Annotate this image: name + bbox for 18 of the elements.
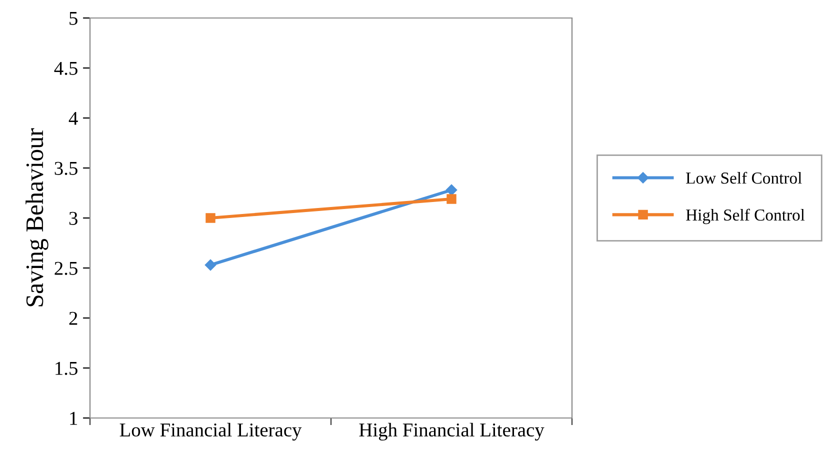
point (446, 184, 458, 196)
point (446, 194, 456, 204)
y-tick-label: 3.5 (54, 162, 78, 176)
y-tick-label: 4.5 (54, 62, 78, 76)
legend-label: Low Self Control (686, 172, 802, 184)
y-tick-label: 1 (70, 412, 78, 425)
y-tick-label: 3 (69, 212, 78, 225)
y-tick-label: 2 (69, 312, 78, 325)
x-tick-label: High Financial Literacy (359, 422, 544, 441)
y-tick-label: 2.5 (54, 262, 78, 276)
y-tick-label: 1.5 (56, 362, 78, 376)
y-tick-label: 4 (68, 112, 78, 125)
point (204, 259, 216, 271)
y-axis-title: Saving Behaviour (26, 128, 48, 306)
point (206, 213, 216, 223)
legend-label: High Self Control (686, 208, 805, 224)
y-tick-label: 5 (70, 12, 78, 25)
x-tick-label: Low Financial Literacy (120, 422, 302, 441)
